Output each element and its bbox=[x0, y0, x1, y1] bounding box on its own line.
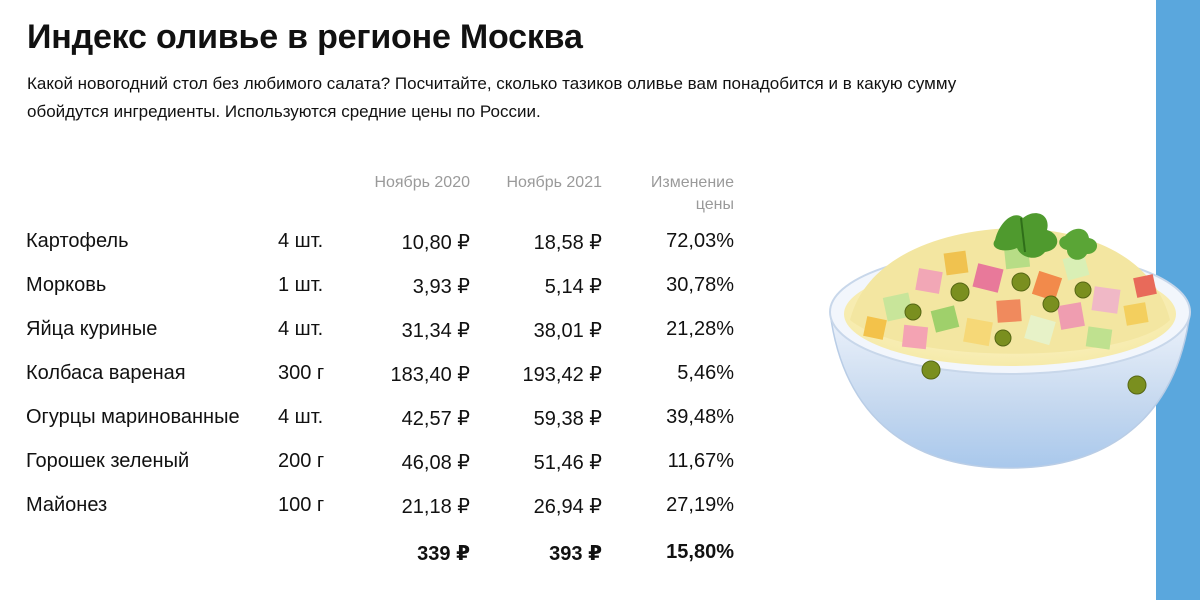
ingredient-name: Колбаса вареная bbox=[26, 362, 186, 384]
table-row: Огурцы маринованные 4 шт. 42,57 ₽ 59,38 … bbox=[0, 406, 800, 446]
table-row: Майонез 100 г 21,18 ₽ 26,94 ₽ 27,19% bbox=[0, 494, 800, 534]
table-row: Морковь 1 шт. 3,93 ₽ 5,14 ₽ 30,78% bbox=[0, 274, 800, 314]
header-change-line2: цены bbox=[695, 196, 734, 213]
price-change: 30,78% bbox=[666, 274, 734, 296]
ingredient-qty: 4 шт. bbox=[278, 230, 324, 252]
price-change: 21,28% bbox=[666, 318, 734, 340]
ingredient-name: Морковь bbox=[26, 274, 107, 296]
price-change: 39,48% bbox=[666, 406, 734, 428]
price-change: 27,19% bbox=[666, 494, 734, 516]
price-nov2020: 3,93 ₽ bbox=[412, 276, 470, 298]
ingredient-qty: 4 шт. bbox=[278, 406, 324, 428]
total-change: 15,80% bbox=[666, 541, 734, 563]
price-nov2020: 31,34 ₽ bbox=[401, 320, 470, 342]
price-nov2021: 193,42 ₽ bbox=[522, 364, 602, 386]
ingredient-qty: 4 шт. bbox=[278, 318, 324, 340]
price-nov2021: 38,01 ₽ bbox=[533, 320, 602, 342]
ingredient-name: Яйца куриные bbox=[26, 318, 158, 340]
price-nov2021: 26,94 ₽ bbox=[533, 496, 602, 518]
ingredient-qty: 300 г bbox=[278, 362, 325, 384]
ingredient-qty: 1 шт. bbox=[278, 274, 324, 296]
price-nov2021: 51,46 ₽ bbox=[533, 452, 602, 474]
price-change: 11,67% bbox=[667, 450, 734, 472]
total-nov2020: 339 ₽ bbox=[417, 543, 470, 565]
price-nov2020: 21,18 ₽ bbox=[401, 496, 470, 518]
table-row: Горошек зеленый 200 г 46,08 ₽ 51,46 ₽ 11… bbox=[0, 450, 800, 490]
price-nov2021: 18,58 ₽ bbox=[533, 232, 602, 254]
header-nov2021: Ноябрь 2021 bbox=[506, 174, 602, 191]
page-subtitle: Какой новогодний стол без любимого салат… bbox=[27, 74, 957, 121]
total-nov2021: 393 ₽ bbox=[549, 543, 602, 565]
ingredient-name: Майонез bbox=[26, 494, 108, 516]
ingredient-name: Картофель bbox=[26, 230, 129, 252]
price-change: 72,03% bbox=[666, 230, 734, 252]
table-row: Яйца куриные 4 шт. 31,34 ₽ 38,01 ₽ 21,28… bbox=[0, 318, 800, 358]
header-change-line1: Изменение bbox=[650, 174, 734, 191]
price-nov2021: 59,38 ₽ bbox=[533, 408, 602, 430]
header-nov2020: Ноябрь 2020 bbox=[374, 174, 470, 191]
total-row: 339 ₽ 393 ₽ 15,80% bbox=[0, 541, 800, 581]
price-nov2020: 46,08 ₽ bbox=[401, 452, 470, 474]
ingredient-qty: 100 г bbox=[278, 494, 325, 516]
page-title: Индекс оливье в регионе Москва bbox=[27, 18, 583, 56]
header-change: Изменение цены bbox=[651, 172, 734, 216]
price-nov2020: 183,40 ₽ bbox=[390, 364, 470, 386]
ingredient-name: Огурцы маринованные bbox=[26, 406, 240, 428]
table-row: Картофель 4 шт. 10,80 ₽ 18,58 ₽ 72,03% bbox=[0, 230, 800, 270]
price-nov2020: 42,57 ₽ bbox=[401, 408, 470, 430]
ingredient-name: Горошек зеленый bbox=[26, 450, 190, 472]
olivier-bowl-illustration bbox=[829, 213, 1191, 469]
table-row: Колбаса вареная 300 г 183,40 ₽ 193,42 ₽ … bbox=[0, 362, 800, 402]
price-change: 5,46% bbox=[677, 362, 734, 384]
price-nov2021: 5,14 ₽ bbox=[544, 276, 602, 298]
ingredient-qty: 200 г bbox=[278, 450, 325, 472]
price-nov2020: 10,80 ₽ bbox=[401, 232, 470, 254]
